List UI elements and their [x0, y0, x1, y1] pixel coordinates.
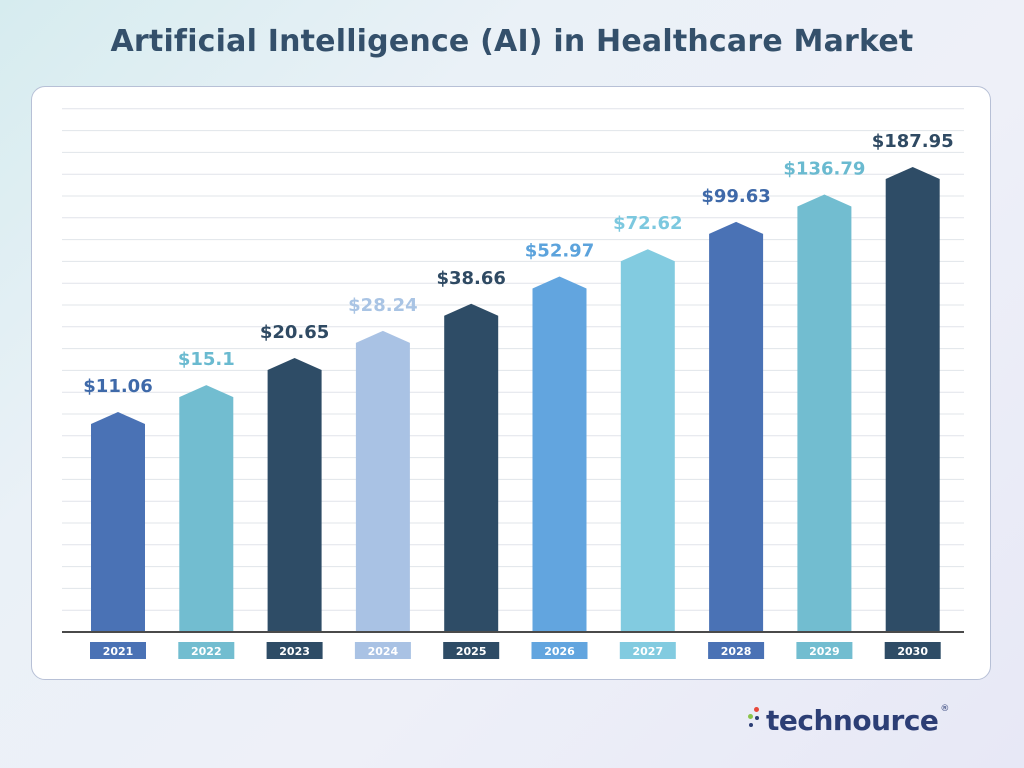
category-tag-2021	[90, 642, 146, 659]
bar-2029	[797, 194, 852, 632]
bar-2027	[620, 249, 675, 632]
data-label-2028: $99.63	[701, 186, 770, 207]
logo-dots-icon	[748, 707, 762, 733]
x-tick-label-2024: 2024	[368, 645, 399, 658]
x-tick-label-2025: 2025	[456, 645, 487, 658]
x-tick-label-2021: 2021	[103, 645, 134, 658]
data-label-2024: $28.24	[348, 295, 417, 316]
category-tag-2028	[708, 642, 765, 659]
data-label-2025: $38.66	[436, 268, 505, 289]
bar-2025	[444, 303, 499, 632]
category-tag-2026	[531, 642, 588, 659]
bar-2021	[91, 412, 145, 632]
category-tag-2024	[354, 642, 411, 659]
technource-logo: technource ®	[748, 700, 988, 740]
bar-2024	[355, 330, 410, 632]
logo-text: technource	[766, 703, 939, 737]
data-label-2021: $11.06	[83, 376, 152, 397]
chart-card: $11.06 2021 $15.1 2022 $20.65 2023 $28.24 2024 $…	[31, 86, 991, 680]
bar-2028	[709, 221, 764, 632]
category-tag-2030	[884, 642, 941, 659]
category-tag-2023	[266, 642, 323, 659]
data-label-2022: $15.1	[178, 349, 235, 370]
category-tag-2025	[443, 642, 500, 659]
bar-2022	[179, 385, 234, 632]
x-tick-label-2026: 2026	[544, 645, 575, 658]
x-tick-label-2027: 2027	[632, 645, 663, 658]
x-tick-label-2029: 2029	[809, 645, 840, 658]
data-label-2026: $52.97	[525, 241, 594, 262]
category-tag-2029	[796, 642, 853, 659]
chart-title: Artificial Intelligence (AI) in Healthca…	[110, 24, 914, 59]
bar-2023	[267, 358, 322, 632]
bar-chart: $11.06 2021 $15.1 2022 $20.65 2023 $28.24 2024 $…	[62, 108, 964, 659]
category-tag-2027	[619, 642, 676, 659]
x-tick-label-2030: 2030	[897, 645, 928, 658]
bar-2026	[532, 276, 587, 632]
data-label-2023: $20.65	[260, 322, 329, 343]
category-tag-2022	[178, 642, 235, 659]
bar-2030	[885, 167, 940, 632]
x-tick-label-2028: 2028	[721, 645, 752, 658]
x-tick-label-2023: 2023	[279, 645, 310, 658]
registered-mark: ®	[940, 704, 950, 714]
data-label-2029: $136.79	[783, 159, 865, 180]
data-label-2027: $72.62	[613, 213, 682, 234]
x-tick-label-2022: 2022	[191, 645, 222, 658]
data-label-2030: $187.95	[872, 131, 954, 152]
